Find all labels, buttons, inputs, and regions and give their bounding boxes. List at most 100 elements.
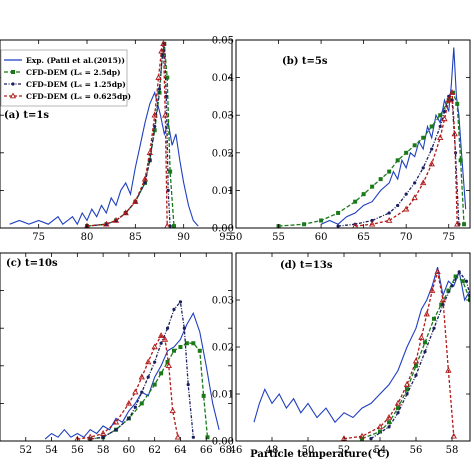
data-point-l0625	[403, 381, 411, 387]
plot-area	[276, 47, 467, 228]
x-tick-label: 56	[71, 445, 84, 456]
x-tick-label: 60	[315, 232, 328, 243]
data-point-l0625	[412, 357, 420, 364]
panel-frame	[0, 39, 233, 229]
x-tick-label: 48	[266, 445, 279, 456]
data-point-l0625	[161, 335, 169, 342]
data-point-l125	[143, 181, 147, 185]
data-point-l25	[458, 158, 463, 163]
data-point-l125	[396, 203, 400, 208]
series-line-l125	[90, 300, 194, 440]
x-axis-label: Particle temperature(°C)	[250, 449, 390, 460]
data-point-l25	[404, 150, 409, 155]
data-point-l0625	[141, 175, 149, 182]
y-tick-label: 0.03	[212, 296, 234, 307]
data-point-l25	[455, 101, 460, 106]
x-tick-label: 65	[357, 232, 370, 243]
x-tick-label: 66	[200, 445, 213, 456]
data-point-l25	[429, 124, 434, 129]
data-point-l125	[464, 279, 468, 283]
x-tick-label: 90	[177, 232, 190, 243]
data-point-l125	[442, 109, 447, 114]
data-point-l0625	[151, 343, 158, 350]
series-line-l25	[90, 342, 209, 440]
data-point-l25	[152, 382, 157, 387]
data-point-l125	[430, 147, 434, 151]
y-tick-label: 0.04	[212, 73, 234, 84]
data-point-l125	[133, 405, 137, 409]
data-point-l0625	[403, 205, 410, 212]
data-point-l25	[319, 218, 324, 223]
data-point-l25	[353, 199, 358, 204]
data-point-l125	[165, 326, 170, 330]
data-point-l0625	[428, 160, 435, 167]
data-point-l0625	[155, 74, 162, 80]
panel-label: (a) t=1s	[4, 110, 49, 121]
data-point-l25	[336, 210, 341, 215]
data-point-l0625	[99, 429, 107, 436]
data-point-l25	[387, 420, 391, 425]
data-point-l25	[168, 169, 173, 174]
data-point-l0625	[162, 111, 169, 118]
data-point-l25	[197, 348, 202, 353]
data-point-l125	[457, 270, 461, 274]
data-point-l0625	[448, 89, 456, 95]
data-point-l25	[178, 345, 183, 349]
series-line-l25	[361, 275, 470, 440]
data-point-l25	[432, 316, 436, 321]
data-point-l125	[432, 326, 436, 330]
data-point-l0625	[411, 194, 418, 201]
x-tick-label: 75	[32, 232, 45, 243]
data-point-l0625	[451, 130, 458, 137]
data-point-l0625	[358, 432, 366, 439]
data-point-l125	[140, 390, 144, 394]
y-tick-label: 0.00	[212, 437, 234, 448]
data-point-l0625	[394, 399, 402, 406]
data-point-l125	[166, 188, 170, 192]
x-tick-label: 54	[374, 445, 387, 456]
data-point-l125	[191, 435, 195, 439]
x-tick-label: 56	[410, 445, 423, 456]
x-tick-label: 95	[219, 232, 232, 243]
data-point-l0625	[125, 399, 133, 406]
data-point-l25	[395, 158, 400, 163]
series-line-l0625	[343, 271, 455, 440]
data-point-l0625	[454, 220, 461, 227]
legend-label: CFD-DEM (Lₛ = 0.625dp)	[26, 92, 131, 101]
data-point-l25	[414, 363, 418, 368]
data-point-l0625	[429, 287, 436, 293]
data-point-l0625	[418, 334, 425, 340]
data-point-l125	[172, 307, 176, 311]
data-point-l125	[370, 218, 374, 223]
plot-area	[44, 300, 220, 441]
data-point-l25	[412, 143, 417, 148]
data-point-l125	[159, 341, 163, 345]
data-point-l0625	[132, 388, 139, 395]
x-tick-label: 68	[219, 445, 232, 456]
data-point-l25	[165, 75, 170, 80]
data-point-l0625	[376, 423, 384, 430]
data-point-l0625	[145, 358, 152, 365]
data-point-l125	[450, 98, 454, 102]
panel-label: (c) t=10s	[6, 258, 58, 269]
x-tick-label: 58	[446, 445, 459, 456]
data-point-l25	[201, 393, 206, 398]
data-point-l25	[360, 436, 364, 441]
data-point-l0625	[132, 198, 139, 204]
y-tick-label: 0.03	[212, 111, 234, 122]
data-point-l125	[157, 87, 162, 91]
data-point-l0625	[386, 216, 393, 223]
legend-label: Exp. (Patil et al.(2015))	[26, 56, 125, 65]
panel-1: 75 80 85 90 95 (a) t=1s Exp. (Patil et al.(201…	[0, 39, 233, 243]
series-line-l0625	[355, 92, 458, 227]
x-tick-label: 80	[81, 232, 94, 243]
data-point-l25	[438, 113, 443, 118]
series-line-l0625	[77, 334, 179, 440]
data-point-l25	[165, 360, 170, 365]
data-point-l25	[378, 429, 382, 434]
data-point-l125	[423, 350, 427, 354]
y-tick-label: 0.01	[212, 390, 234, 401]
data-point-l0625	[157, 332, 165, 338]
data-point-l25	[159, 371, 164, 376]
